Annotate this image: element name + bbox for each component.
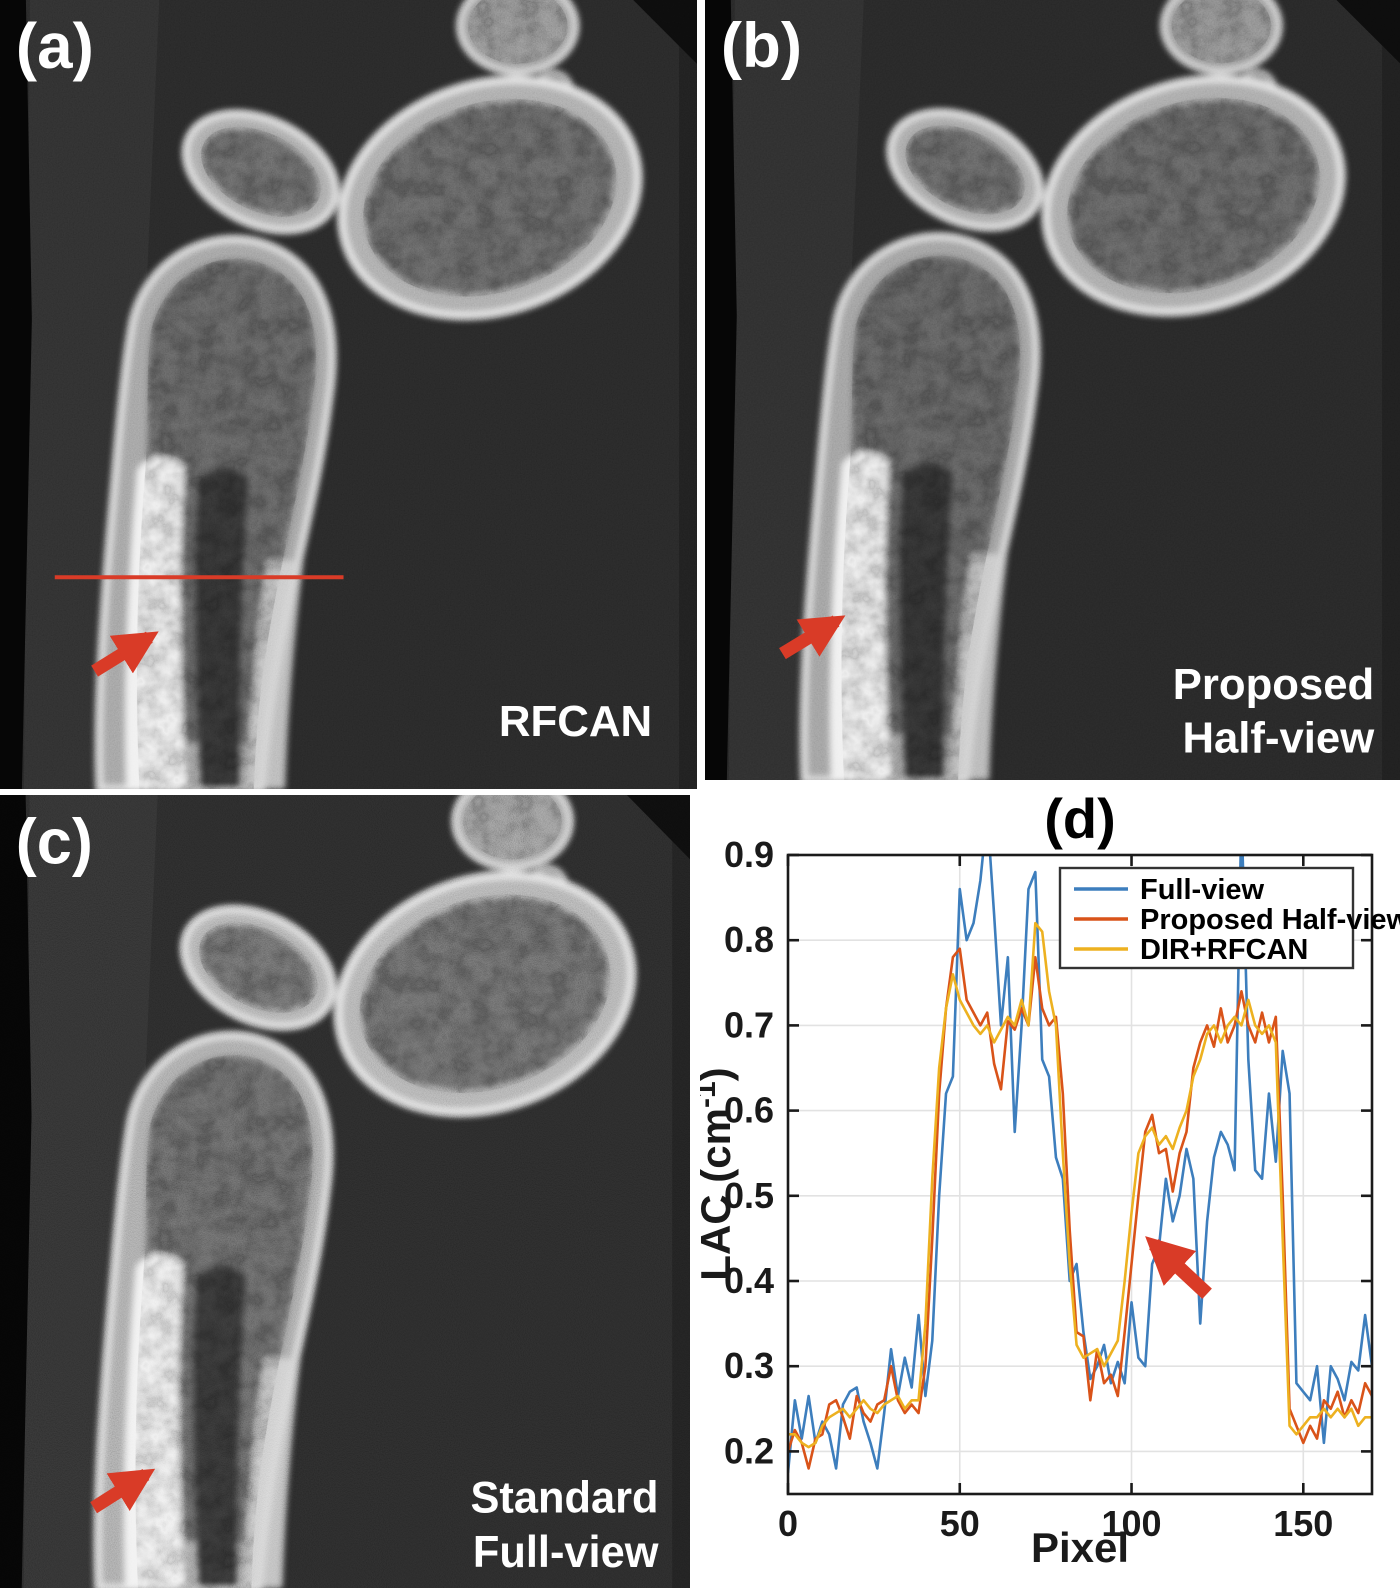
panel-letter-a: (a) <box>16 10 94 82</box>
ct-image-panel-a: (a) RFCAN <box>0 0 697 789</box>
ct-image-rfcan: (a) RFCAN <box>0 0 697 789</box>
annotation-arrow <box>779 615 846 660</box>
chart-series-lines <box>788 855 1372 1473</box>
method-label-proposed-line2: Half-view <box>1182 714 1374 762</box>
svg-text:50: 50 <box>940 1503 980 1544</box>
lac-profile-chart: 0.2 0.3 0.4 0.5 0.6 0.7 0.8 0.9 0 50 100 150 Full-v… <box>700 790 1400 1571</box>
panel-letter-c: (c) <box>16 806 93 878</box>
panel-letter-b: (b) <box>721 11 802 81</box>
chart-y-axis-label: LAC (cm-1) <box>700 1067 739 1280</box>
method-label-proposed-line1: Proposed <box>1173 661 1374 709</box>
annotation-arrow <box>90 1468 156 1514</box>
line-profile-chart-panel: 0.2 0.3 0.4 0.5 0.6 0.7 0.8 0.9 0 50 100 150 Full-v… <box>700 790 1400 1588</box>
svg-text:0.5: 0.5 <box>724 1175 774 1216</box>
chart-x-axis-label: Pixel <box>1031 1524 1129 1571</box>
chart-annotation-arrow <box>1145 1236 1212 1299</box>
svg-text:DIR+RFCAN: DIR+RFCAN <box>1140 934 1308 966</box>
svg-text:Full-view: Full-view <box>1140 874 1265 906</box>
svg-text:0.4: 0.4 <box>724 1260 774 1301</box>
svg-text:150: 150 <box>1273 1503 1333 1544</box>
svg-text:0.8: 0.8 <box>724 919 774 960</box>
svg-text:100: 100 <box>1101 1503 1161 1544</box>
svg-text:0.6: 0.6 <box>724 1090 774 1131</box>
method-label-standard-line1: Standard <box>471 1473 659 1522</box>
svg-text:0.2: 0.2 <box>724 1430 774 1471</box>
svg-text:0.9: 0.9 <box>724 834 774 875</box>
method-label-rfcan: RFCAN <box>499 697 652 746</box>
chart-title: (d) <box>1044 790 1116 850</box>
method-label-standard-line2: Full-view <box>473 1528 659 1577</box>
svg-text:0: 0 <box>778 1503 798 1544</box>
ct-image-panel-c: (c) Standard Full-view <box>0 795 690 1588</box>
chart-axes: 0.2 0.3 0.4 0.5 0.6 0.7 0.8 0.9 0 50 100 150 <box>724 834 1374 1544</box>
ct-image-panel-b: (b) Proposed Half-view <box>705 0 1400 780</box>
svg-text:Proposed Half-view: Proposed Half-view <box>1140 904 1400 936</box>
svg-text:0.7: 0.7 <box>724 1004 774 1045</box>
svg-text:0.3: 0.3 <box>724 1345 774 1386</box>
annotation-arrow <box>91 631 159 677</box>
ct-image-proposed-half-view: (b) Proposed Half-view <box>705 0 1400 780</box>
ct-image-standard-full-view: (c) Standard Full-view <box>0 795 690 1588</box>
